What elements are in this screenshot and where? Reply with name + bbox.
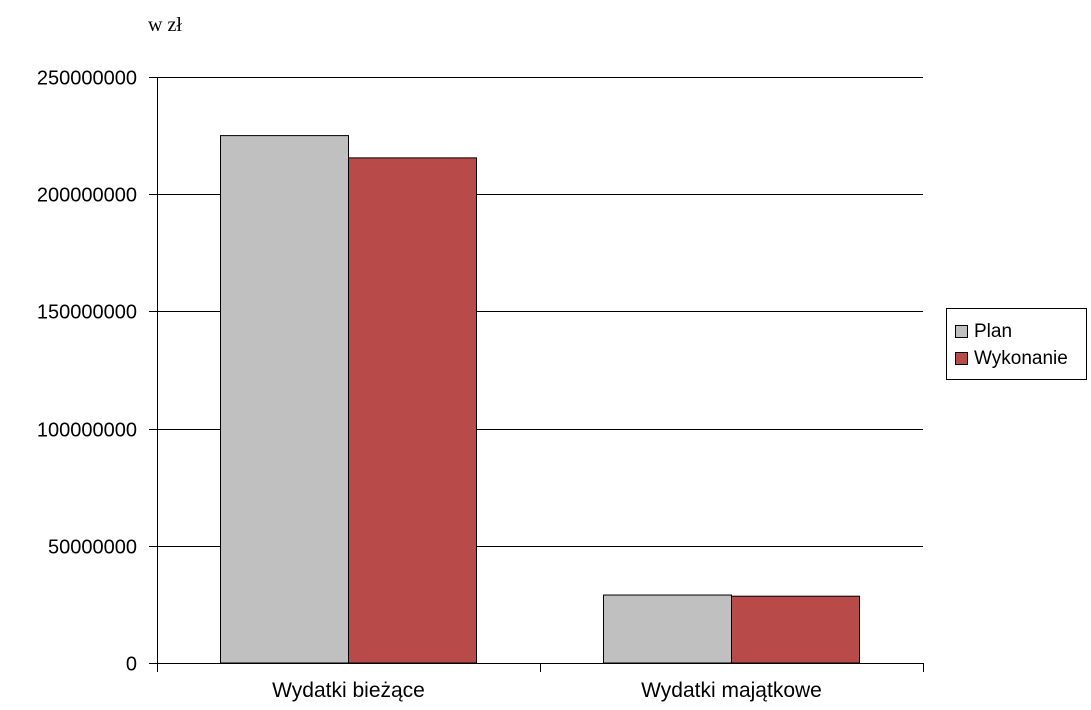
legend-label-wykonanie: Wykonanie [974,347,1068,369]
bar-plan-0 [220,135,349,664]
bar-plan-1 [603,594,732,664]
bars [220,135,860,664]
bar-wykonanie-1 [731,595,860,664]
y-tick-label: 100000000 [37,420,137,442]
axes [149,77,924,672]
bar-wykonanie-0 [348,157,477,664]
legend-swatch-plan [955,325,968,338]
legend-label-plan: Plan [974,320,1013,342]
x-tick-label: Wydatki bieżące [272,679,425,702]
y-tick-label: 0 [126,654,137,676]
y-tick-label: 150000000 [37,302,137,324]
y-tick-label: 50000000 [48,537,137,559]
y-unit-label: w zł [148,14,182,36]
y-tick-label: 250000000 [37,68,137,90]
gridlines [157,77,923,547]
legend-item-plan: Plan [955,318,1086,345]
legend-swatch-wykonanie [955,352,968,365]
y-tick-label: 200000000 [37,185,137,207]
y-tick-labels: 0 50000000 100000000 150000000 200000000 2500… [37,68,137,676]
legend-item-wykonanie: Wykonanie [955,345,1086,372]
x-tick-label: Wydatki majątkowe [641,679,822,702]
legend: Plan Wykonanie [946,308,1087,380]
x-tick-labels: Wydatki bieżące Wydatki majątkowe [272,679,822,702]
